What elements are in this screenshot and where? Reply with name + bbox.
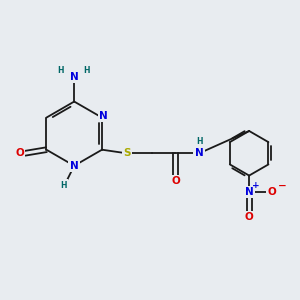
Text: S: S	[123, 148, 131, 158]
Text: O: O	[245, 212, 254, 222]
Text: +: +	[252, 182, 260, 190]
Text: H: H	[83, 66, 90, 75]
Text: N: N	[99, 111, 108, 121]
Text: H: H	[196, 137, 202, 146]
Text: N: N	[245, 187, 254, 197]
Text: O: O	[15, 148, 24, 158]
Text: N: N	[70, 161, 79, 171]
Text: O: O	[171, 176, 180, 186]
Text: O: O	[268, 187, 276, 197]
Text: N: N	[195, 148, 204, 158]
Text: H: H	[58, 66, 64, 75]
Text: H: H	[61, 181, 67, 190]
Text: −: −	[278, 180, 286, 190]
Text: N: N	[70, 72, 79, 82]
